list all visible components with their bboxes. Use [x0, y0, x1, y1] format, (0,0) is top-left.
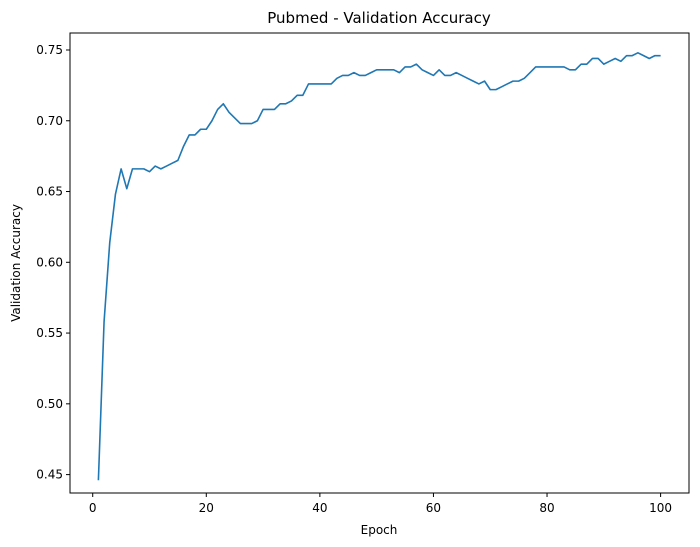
y-tick-label: 0.70 — [36, 114, 63, 128]
x-tick-label: 20 — [199, 501, 214, 515]
x-tick-label: 0 — [89, 501, 97, 515]
y-tick-label: 0.50 — [36, 397, 63, 411]
y-tick-label: 0.45 — [36, 468, 63, 482]
plot-area — [97, 52, 661, 481]
x-axis: 0 20 40 60 80 100 — [89, 493, 672, 515]
y-tick-label: 0.55 — [36, 326, 63, 340]
chart-title: Pubmed - Validation Accuracy — [267, 9, 491, 27]
x-axis-label: Epoch — [361, 523, 398, 537]
y-tick-label: 0.65 — [36, 185, 63, 199]
y-axis-label: Validation Accuracy — [9, 204, 23, 322]
x-tick-label: 40 — [312, 501, 327, 515]
plot-frame — [69, 32, 690, 494]
y-tick-label: 0.60 — [36, 255, 63, 269]
y-tick-label: 0.75 — [36, 43, 63, 57]
x-tick-label: 100 — [649, 501, 672, 515]
series-line-0 — [97, 52, 661, 481]
x-tick-label: 80 — [539, 501, 554, 515]
y-axis: 0.45 0.50 0.55 0.60 0.65 0.70 0.75 — [36, 43, 70, 482]
x-tick-label: 60 — [426, 501, 441, 515]
